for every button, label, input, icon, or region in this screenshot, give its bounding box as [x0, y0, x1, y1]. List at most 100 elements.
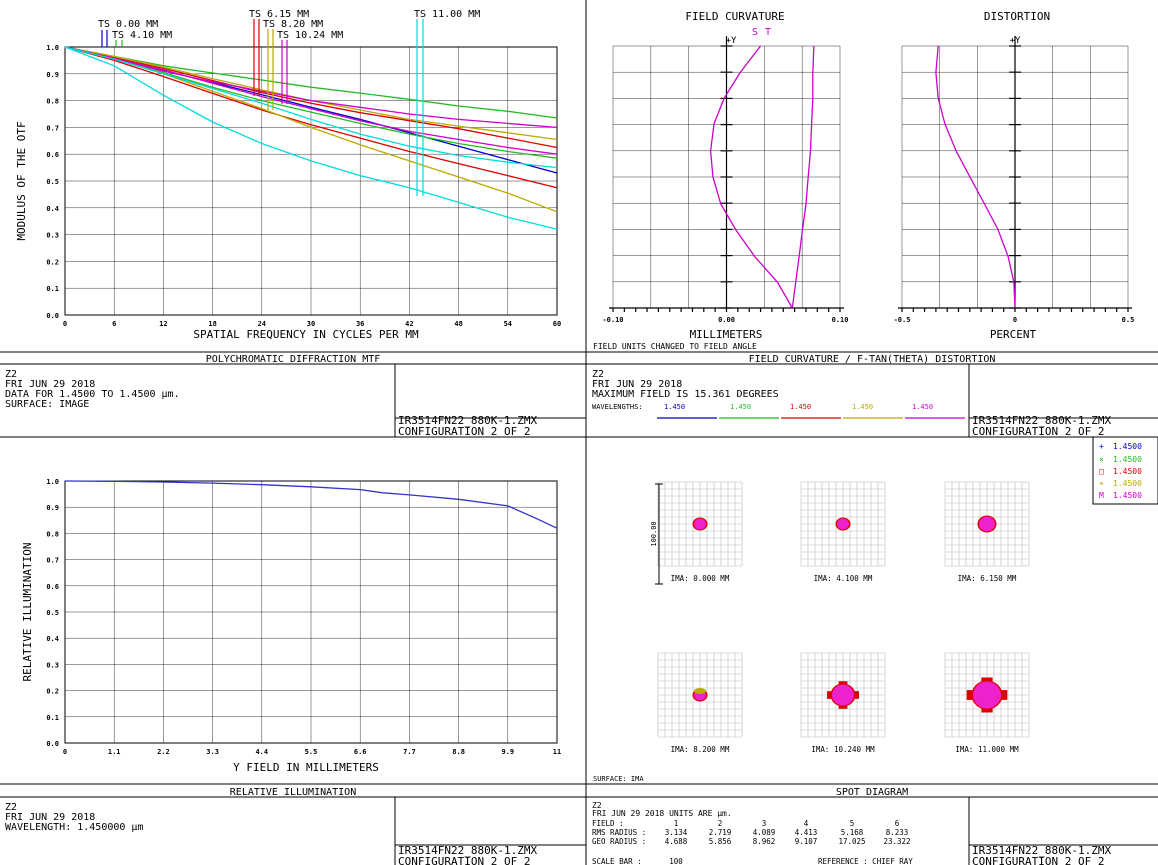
ri-info-block: Z2 FRI JUN 29 2018 WAVELENGTH: 1.450000 …: [5, 802, 537, 865]
x-tick-label: 1.1: [108, 748, 121, 756]
y-tick-label: 0.9: [46, 71, 59, 79]
x-tick-label: 6.6: [354, 748, 367, 756]
info-line: MAXIMUM FIELD IS 15.361 DEGREES: [592, 389, 779, 400]
mtf-field-label: TS 11.00 MM: [414, 9, 480, 20]
wavelength-value: 1.450: [790, 403, 811, 411]
x-tick-label: -0.10: [602, 316, 623, 324]
x-tick-label: 9.9: [501, 748, 514, 756]
fc-t-label: T: [765, 27, 771, 38]
wavelength-value: 1.450: [852, 403, 873, 411]
series-line: [64, 46, 558, 230]
mtf-field-label: TS 0.00 MM: [98, 19, 158, 30]
spot-table-row-label: FIELD :: [592, 819, 624, 828]
distortion-grid: [898, 36, 1132, 312]
panel-titles: POLYCHROMATIC DIFFRACTION MTF FIELD CURV…: [206, 354, 996, 798]
y-tick-label: 0.0: [46, 312, 59, 320]
spot-footer-title: SPOT DIAGRAM: [836, 787, 908, 798]
relative-illumination-panel: 0 1.1 2.2 3.3 4.4 5.5 6.6 7.7 8.8 9.9 11 0.0 0.1 0.2 0…: [21, 478, 561, 774]
mtf-field-label: TS 6.15 MM: [249, 9, 309, 20]
scale-bar-row-value: 100: [669, 857, 683, 865]
x-tick-label: 0.5: [1122, 316, 1135, 324]
x-tick-label: 2.2: [157, 748, 170, 756]
spot-diagram-panel: + 1.4500 × 1.4500 □ 1.4500 ⌖ 1.4500 M 1.…: [593, 436, 1158, 783]
spot-core: [694, 518, 706, 530]
wavelength-value: 1.450: [664, 403, 685, 411]
legend-symbol: M: [1099, 491, 1104, 500]
info-line: DATA FOR 1.4500 TO 1.4500 µm.: [5, 389, 180, 400]
fc-series: [709, 45, 815, 309]
spot-info-block: Z2 FRI JUN 29 2018 UNITS ARE µm. FIELD :…: [592, 801, 1111, 865]
spot-table-cell: 3.134: [665, 828, 688, 837]
spot-field-label: IMA: 10.240 MM: [811, 745, 875, 754]
mtf-tick-labels: 0 6 12 18 24 30 36 42 48 54 60 0.0 0.1 0.2 0.3 0.4 0.5 0.…: [46, 44, 561, 328]
ri-series: [64, 480, 558, 529]
spot-table-cell: 3: [762, 819, 767, 828]
info-line: Z2: [592, 369, 604, 380]
distortion-series: [935, 45, 1016, 309]
x-tick-label: 60: [553, 320, 561, 328]
configuration-label: CONFIGURATION 2 OF 2: [398, 425, 530, 438]
y-tick-label: 0.0: [46, 740, 59, 748]
mtf-field-label: TS 8.20 MM: [263, 19, 323, 30]
legend-symbol: □: [1099, 467, 1104, 476]
y-tick-label: 0.4: [46, 205, 59, 213]
fc-tick-labels: -0.10 0.00 0.10 -0.5 0 0.5: [602, 316, 1134, 324]
spot-field-label: IMA: 11.000 MM: [955, 745, 1019, 754]
spot-cell: IMA: 10.240 MM: [800, 652, 886, 754]
info-line: Z2: [5, 369, 17, 380]
mtf-x-axis-label: SPATIAL FREQUENCY IN CYCLES PER MM: [193, 328, 419, 341]
spot-table-cell: 5.856: [709, 837, 732, 846]
x-tick-label: 30: [307, 320, 315, 328]
x-tick-label: 7.7: [403, 748, 416, 756]
x-tick-label: 8.8: [452, 748, 465, 756]
legend-symbol: ×: [1099, 455, 1104, 464]
x-tick-label: 5.5: [305, 748, 318, 756]
x-tick-label: 0: [63, 748, 67, 756]
y-tick-label: 0.2: [46, 688, 59, 696]
fc-grid: [609, 36, 844, 312]
info-line: FRI JUN 29 2018: [592, 379, 682, 390]
mtf-info-block: Z2 FRI JUN 29 2018 DATA FOR 1.4500 TO 1.…: [5, 369, 537, 438]
y-tick-label: 0.6: [46, 151, 59, 159]
configuration-label: CONFIGURATION 2 OF 2: [972, 855, 1104, 865]
x-tick-label: 24: [258, 320, 266, 328]
x-tick-label: 18: [208, 320, 216, 328]
file-name: IR3514FN22_880K-1.ZMX: [398, 414, 537, 427]
fc-note: FIELD UNITS CHANGED TO FIELD ANGLE: [593, 342, 757, 351]
spot-core: [837, 518, 849, 530]
series-line: [64, 46, 558, 119]
mtf-plot-frame: [64, 46, 558, 316]
spot-core: [832, 684, 854, 706]
spot-cell: IMA: 8.200 MM: [657, 652, 743, 754]
y-tick-label: 0.7: [46, 124, 59, 132]
scale-bar-row-label: SCALE BAR :: [592, 857, 642, 865]
spot-cell: IMA: 0.000 MM: [657, 481, 743, 583]
spot-legend-box: [1092, 436, 1158, 505]
spot-field-label: IMA: 4.100 MM: [814, 574, 873, 583]
spot-cell: IMA: 4.100 MM: [800, 481, 886, 583]
legend-symbol: +: [1099, 442, 1104, 451]
y-tick-label: 0.9: [46, 504, 59, 512]
x-tick-label: 6: [112, 320, 116, 328]
spot-table-cell: 5.168: [841, 828, 864, 837]
spot-table-cell: 6: [895, 819, 900, 828]
info-line: Z2: [5, 802, 17, 813]
spot-table-cell: 4.089: [753, 828, 776, 837]
spot-surface-label: SURFACE: IMA: [593, 775, 644, 783]
mtf-panel: 0 6 12 18 24 30 36 42 48 54 60 0.0 0.1 0.2 0.3 0.4 0.5 0.…: [15, 9, 561, 341]
file-name: IR3514FN22_880K-1.ZMX: [398, 844, 537, 857]
spot-table-cell: 2: [718, 819, 723, 828]
fc-title: FIELD CURVATURE: [685, 10, 784, 23]
mtf-field-label: TS 10.24 MM: [277, 30, 343, 41]
wavelengths-label: WAVELENGTHS:: [592, 403, 643, 411]
spot-core: [973, 681, 1001, 709]
spot-legend: + 1.4500 × 1.4500 □ 1.4500 ⌖ 1.4500 M 1.…: [1099, 442, 1142, 500]
spot-table-cell: 8.962: [753, 837, 776, 846]
ri-plot-frame: [64, 480, 558, 744]
spot-yellow-edge: [694, 688, 706, 694]
fc-plus-y-label: +Y: [726, 36, 737, 46]
y-tick-label: 0.5: [46, 609, 59, 617]
legend-label: 1.4500: [1113, 455, 1142, 464]
fc-s-label: S: [752, 27, 758, 38]
